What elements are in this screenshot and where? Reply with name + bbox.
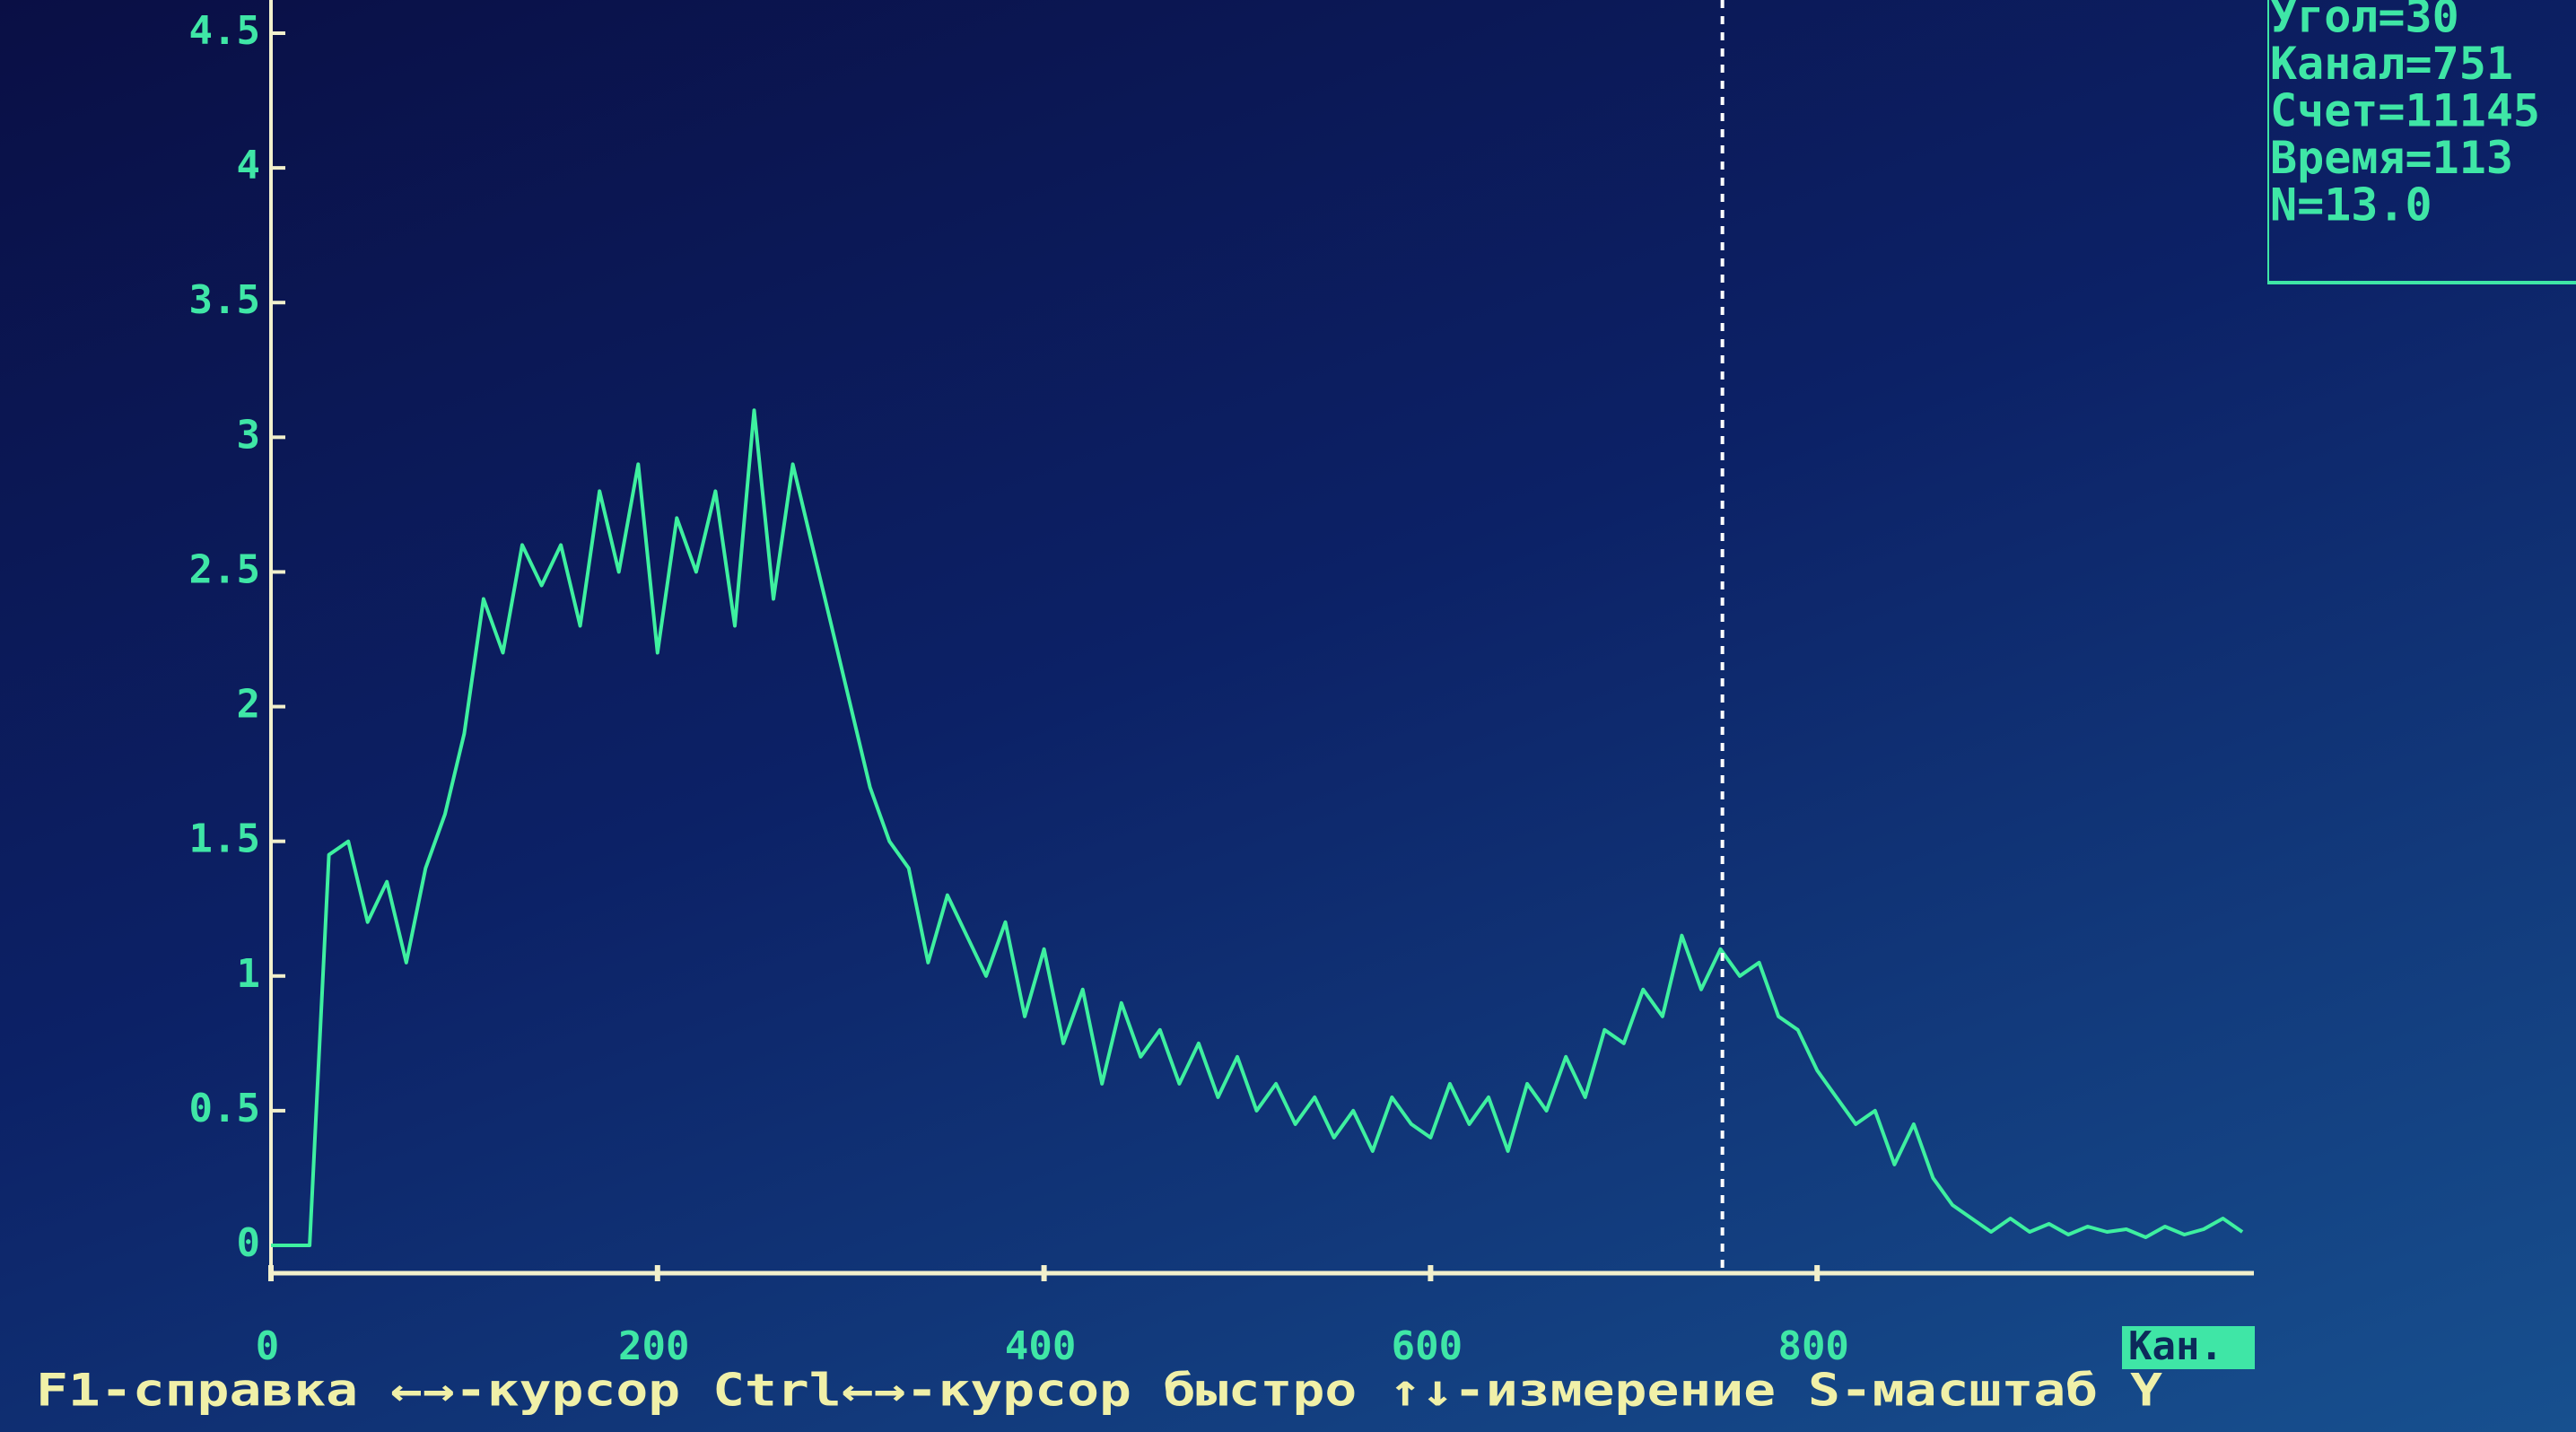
help-line: F1-справка ←→-курсор Ctrl←→-курсор быстр…	[36, 1365, 2162, 1417]
info-line: N=13.0	[2270, 179, 2432, 231]
info-line: Канал=751	[2270, 38, 2513, 90]
y-tick-label: 3	[237, 412, 261, 458]
x-label-box	[2122, 1326, 2255, 1369]
y-tick-label: 4	[237, 143, 261, 188]
info-line: Время=113	[2270, 132, 2513, 184]
x-tick-label: 0	[256, 1323, 280, 1369]
y-tick-label: 4.5	[189, 8, 260, 54]
info-line: Угол=30	[2270, 0, 2459, 43]
spectrum-line	[271, 408, 2244, 1247]
y-tick-label: 1.5	[189, 816, 260, 862]
y-tick-label: 1	[237, 951, 261, 997]
info-line: Счет=11145	[2270, 85, 2540, 137]
y-tick-label: 3.5	[189, 277, 260, 323]
x-tick-label: 400	[1005, 1323, 1076, 1369]
y-tick-label: 2	[237, 682, 261, 728]
y-tick-label: 0.5	[189, 1086, 260, 1131]
x-tick-label: 600	[1392, 1323, 1463, 1369]
x-tick-label: 800	[1777, 1323, 1848, 1369]
info-panel: Угол=30Канал=751Счет=11145Время=113N=13.…	[2267, 0, 2576, 284]
x-axis-label: Кан.	[2128, 1323, 2223, 1369]
y-tick-label: 2.5	[189, 546, 260, 592]
x-tick-label: 200	[618, 1323, 689, 1369]
y-tick-label: 0	[237, 1220, 261, 1266]
